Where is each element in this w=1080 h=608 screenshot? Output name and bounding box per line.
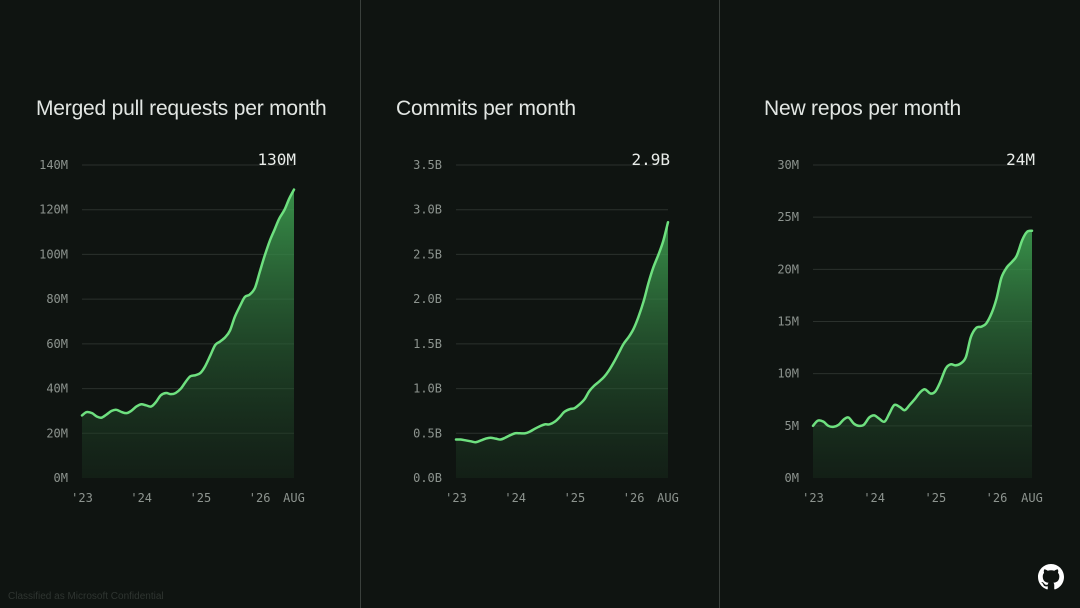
- chart-panel-merged-prs: Merged pull requests per month 0M 20M 40M 6…: [0, 0, 360, 608]
- series-line: [811, 229, 1034, 429]
- x-tick-label: AUG: [1021, 491, 1043, 505]
- x-tick-label: '25: [564, 491, 586, 505]
- github-logo-icon: [1038, 564, 1064, 590]
- commits-chart: 0.0B 0.5B 1.0B 1.5B 2.0B 2.5B 3.0B 3.5B '23 '24 '2…: [413, 150, 679, 505]
- y-tick-label: 20M: [46, 426, 68, 440]
- panel-divider: [360, 0, 361, 608]
- merged-prs-chart: 0M 20M 40M 60M 80M 100M 120M 140M '23 '24 '25 '26 AU…: [39, 150, 305, 505]
- y-tick-label: 0.5B: [413, 426, 442, 440]
- chart-panel-commits: Commits per month 0.0B 0.5B 1.0B 1.5B 2.0B 2.…: [361, 0, 721, 608]
- y-tick-label: 1.0B: [413, 382, 442, 396]
- y-tick-label: 140M: [39, 158, 68, 172]
- chart-title: Commits per month: [396, 97, 576, 120]
- y-tick-label: 1.5B: [413, 337, 442, 351]
- series-area: [456, 222, 668, 478]
- latest-value-label: 130M: [257, 150, 296, 169]
- chart-title: Merged pull requests per month: [36, 97, 327, 120]
- series-area: [82, 189, 294, 478]
- y-tick-label: 40M: [46, 382, 68, 396]
- x-tick-label: '23: [802, 491, 824, 505]
- y-tick-label: 30M: [777, 158, 799, 172]
- latest-value-label: 2.9B: [631, 150, 670, 169]
- y-tick-label: 120M: [39, 203, 68, 217]
- x-tick-label: '26: [249, 491, 271, 505]
- y-tick-label: 100M: [39, 247, 68, 261]
- series-line: [454, 220, 670, 444]
- x-tick-label: '23: [445, 491, 467, 505]
- y-tick-label: 3.0B: [413, 203, 442, 217]
- y-tick-label: 0M: [785, 471, 799, 485]
- chart-panel-new-repos: New repos per month 0M 5M 10M 15M 20M 25M 30M '…: [720, 0, 1080, 608]
- x-tick-label: AUG: [283, 491, 305, 505]
- y-tick-label: 2.0B: [413, 292, 442, 306]
- y-tick-label: 10M: [777, 367, 799, 381]
- y-tick-label: 15M: [777, 315, 799, 329]
- y-tick-label: 80M: [46, 292, 68, 306]
- x-tick-label: AUG: [657, 491, 679, 505]
- panel-divider: [719, 0, 720, 608]
- series-line: [80, 188, 296, 419]
- latest-value-label: 24M: [1006, 150, 1035, 169]
- chart-title: New repos per month: [764, 97, 961, 120]
- y-tick-label: 0.0B: [413, 471, 442, 485]
- confidentiality-note: Classified as Microsoft Confidential: [8, 591, 164, 602]
- x-tick-label: '25: [190, 491, 212, 505]
- series-area: [813, 230, 1032, 478]
- x-tick-label: '24: [504, 491, 526, 505]
- x-tick-label: '23: [71, 491, 93, 505]
- y-tick-label: 5M: [785, 419, 799, 433]
- y-tick-label: 20M: [777, 262, 799, 276]
- x-tick-label: '24: [863, 491, 885, 505]
- y-tick-label: 2.5B: [413, 247, 442, 261]
- y-tick-label: 25M: [777, 210, 799, 224]
- x-tick-label: '26: [623, 491, 645, 505]
- x-tick-label: '24: [130, 491, 152, 505]
- x-tick-label: '25: [925, 491, 947, 505]
- y-tick-label: 3.5B: [413, 158, 442, 172]
- y-tick-label: 0M: [54, 471, 68, 485]
- y-tick-label: 60M: [46, 337, 68, 351]
- new-repos-chart: 0M 5M 10M 15M 20M 25M 30M '23 '24 '25 '26 AUG 24M: [777, 150, 1043, 505]
- x-tick-label: '26: [986, 491, 1008, 505]
